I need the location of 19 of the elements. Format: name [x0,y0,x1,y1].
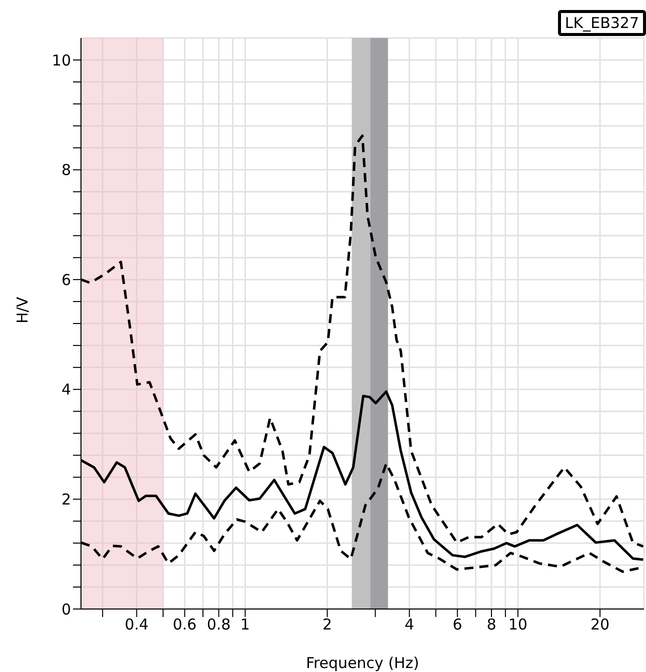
y-tick-label: 0 [61,600,71,618]
x-tick-label: 10 [508,616,528,634]
text: LK_EB327 [558,10,646,36]
y-axis-title: H/V [13,296,32,324]
y-tick-label: 6 [61,270,71,289]
y-tick-label: 10 [52,51,71,70]
y-tick-label: 8 [61,161,71,180]
x-tick-label: 6 [452,616,462,634]
x-axis-title: Frequency (Hz) [306,654,420,672]
x-tick-label: 0.6 [172,616,197,634]
x-tick-label: 8 [486,616,496,634]
x-tick-label: 20 [590,616,610,634]
x-tick-label: 0.4 [124,616,149,634]
x-tick-label: 0.8 [206,616,231,634]
x-tick-label: 2 [322,616,332,634]
y-tick-label: 4 [61,380,71,399]
y-tick-label: 2 [61,490,71,509]
x-tick-label: 4 [404,616,414,634]
x-tick-label: 1 [240,616,250,634]
